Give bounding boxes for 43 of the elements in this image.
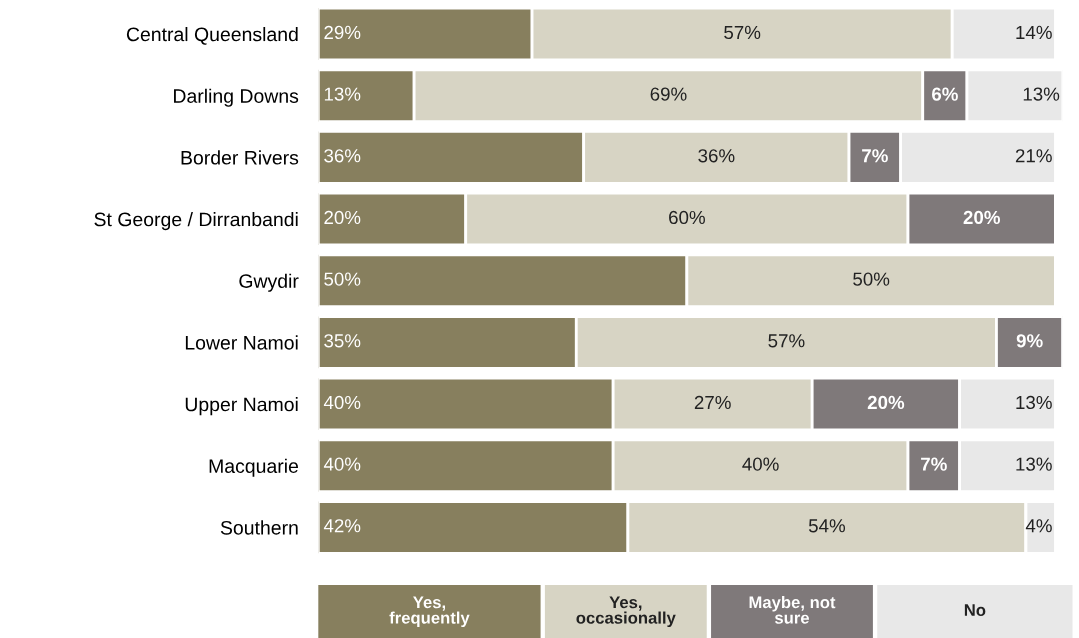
data-label: 20% — [867, 395, 905, 410]
y-tick-label: Border Rivers — [181, 150, 299, 165]
data-label: 35% — [324, 334, 361, 348]
data-label: 21% — [1015, 149, 1052, 163]
data-label: 60% — [669, 210, 705, 225]
text: No — [964, 604, 986, 616]
data-label: 69% — [650, 87, 687, 101]
data-label: 40% — [323, 457, 361, 471]
data-label: 54% — [808, 519, 846, 533]
data-label: 50% — [853, 272, 890, 286]
data-label: 36% — [324, 149, 361, 163]
data-label: 57% — [768, 334, 805, 348]
text: Yes, frequently — [389, 596, 470, 628]
y-tick-label: Gwydir — [239, 273, 299, 292]
y-tick-label: Lower Namoi — [185, 335, 298, 350]
text: Maybe, not sure — [749, 595, 836, 624]
y-tick-label: Southern — [220, 520, 298, 535]
y-tick-label: Macquarie — [209, 458, 298, 477]
data-label: 36% — [698, 149, 735, 163]
data-label: 6% — [932, 87, 958, 101]
data-label: 20% — [324, 210, 361, 225]
data-label: 13% — [1016, 395, 1052, 410]
data-label: 13% — [324, 87, 361, 101]
data-label: 29% — [324, 25, 361, 40]
data-label: 7% — [921, 457, 947, 471]
y-tick-label: Upper Namoi — [185, 397, 298, 416]
data-label: 9% — [1016, 334, 1043, 348]
data-label: 50% — [324, 272, 361, 286]
data-label: 27% — [694, 395, 731, 410]
data-label: 40% — [323, 395, 361, 410]
data-label: 14% — [1016, 25, 1052, 39]
data-label: 4% — [1025, 519, 1052, 533]
data-label: 42% — [323, 519, 361, 533]
data-label: 7% — [862, 149, 888, 163]
data-label: 57% — [724, 25, 761, 40]
data-label: 20% — [963, 210, 1000, 225]
text: Yes, occasionally — [576, 596, 676, 628]
data-label: 40% — [742, 457, 779, 471]
y-tick-label: St George / Dirranbandi — [94, 212, 298, 231]
y-tick-label: Central Queensland — [126, 26, 298, 45]
y-tick-label: Darling Downs — [174, 88, 299, 107]
data-label: 13% — [1016, 457, 1052, 471]
data-label: 13% — [1023, 87, 1060, 101]
